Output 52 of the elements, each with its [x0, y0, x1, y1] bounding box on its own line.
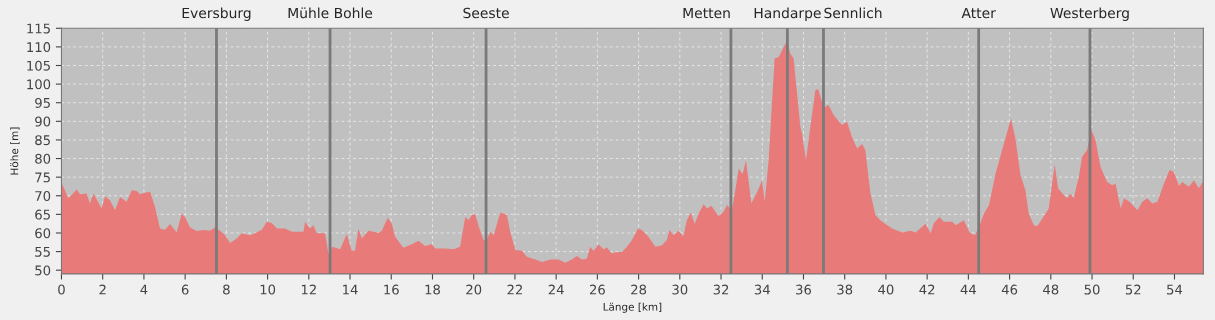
x-tick-label: 46 [1001, 284, 1018, 295]
x-tick-label: 24 [548, 284, 564, 295]
y-tick-label: 70 [35, 190, 51, 201]
y-tick-label: 60 [35, 228, 51, 239]
x-tick-label: 12 [301, 284, 316, 295]
x-tick-label: 22 [507, 284, 522, 295]
x-tick-label: 28 [631, 284, 647, 295]
x-tick-label: 14 [343, 284, 358, 295]
x-tick-label: 34 [754, 284, 770, 295]
x-tick-label: 36 [796, 284, 812, 295]
y-tick-label: 90 [35, 116, 51, 127]
y-tick-label: 95 [35, 97, 50, 108]
ref-line-label: Sennlich [824, 7, 882, 19]
x-tick-label: 10 [260, 284, 276, 295]
y-tick-label: 85 [35, 135, 50, 146]
y-tick-label: 50 [35, 265, 51, 276]
ref-line-label: Seeste [463, 7, 509, 19]
y-tick-label: 80 [35, 153, 51, 164]
x-tick-label: 38 [837, 284, 853, 295]
x-tick-label: 6 [181, 284, 189, 295]
x-tick-label: 8 [223, 284, 230, 295]
x-tick-label: 4 [140, 284, 148, 295]
x-tick-label: 52 [1125, 284, 1141, 295]
y-tick-label: 55 [35, 246, 50, 257]
y-tick-label: 65 [35, 209, 50, 220]
ref-line-label: Metten [683, 7, 730, 19]
y-tick-label: 105 [27, 60, 50, 71]
x-tick-label: 0 [58, 284, 65, 295]
x-axis-title: Länge [km] [603, 302, 662, 313]
ref-line-label: Atter [961, 7, 996, 19]
y-tick-label: 110 [27, 42, 51, 53]
ref-line-label: Westerberg [1050, 7, 1129, 21]
x-tick-label: 2 [99, 284, 106, 295]
x-tick-label: 32 [713, 284, 729, 295]
ref-line-label: Eversburg [182, 7, 251, 21]
y-tick-label: 115 [27, 23, 50, 34]
x-tick-label: 42 [919, 284, 935, 295]
ref-line-label: Handarpe [754, 7, 821, 21]
x-tick-label: 20 [466, 284, 482, 295]
y-tick-label: 75 [35, 172, 50, 183]
x-tick-label: 48 [1043, 284, 1059, 295]
x-tick-label: 40 [878, 284, 894, 295]
y-tick-label: 100 [27, 79, 51, 90]
x-tick-label: 50 [1084, 284, 1100, 295]
x-tick-label: 18 [425, 284, 440, 295]
y-axis-title: Höhe [m] [10, 127, 20, 175]
x-tick-label: 54 [1167, 284, 1183, 295]
ref-line-label: Mühle Bohle [288, 7, 373, 19]
x-tick-label: 16 [384, 284, 399, 295]
x-tick-label: 26 [589, 284, 605, 295]
x-tick-label: 44 [960, 284, 977, 295]
x-tick-label: 30 [672, 284, 688, 295]
